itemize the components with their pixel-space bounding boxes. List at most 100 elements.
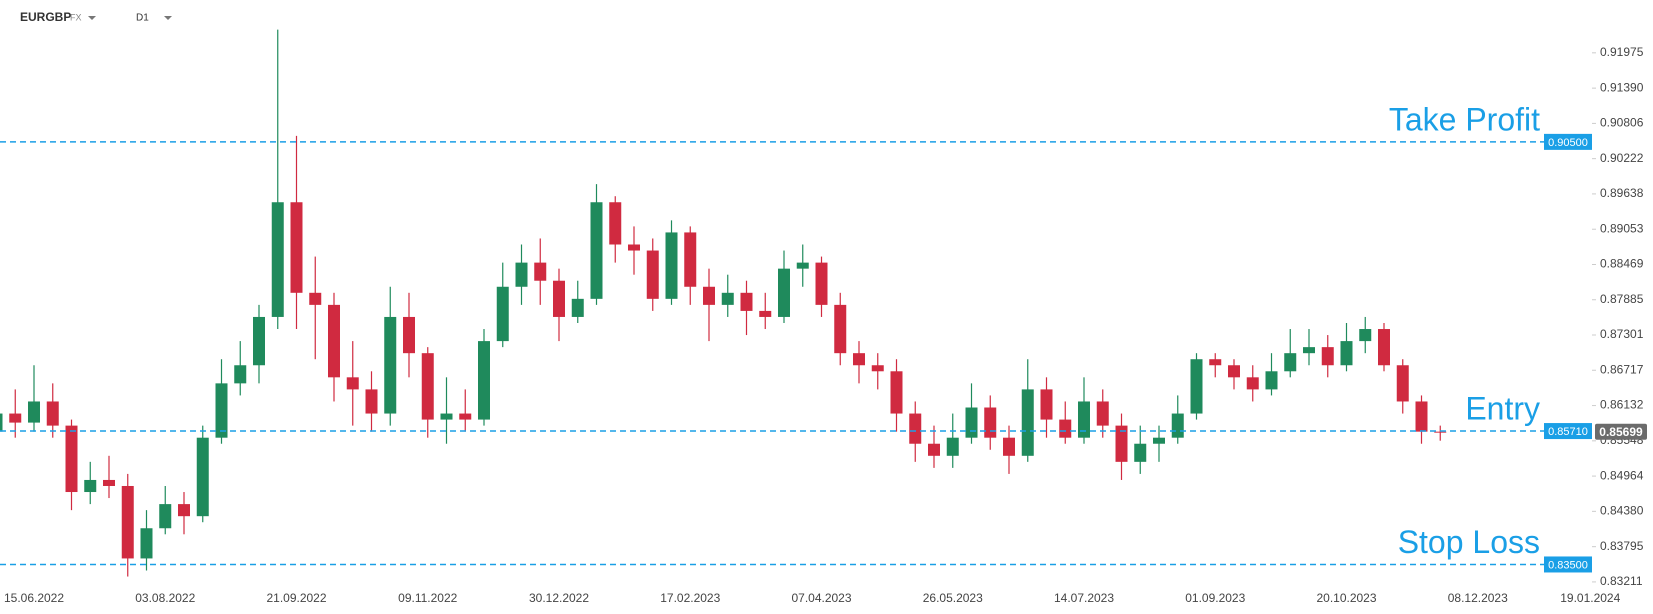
level-name: Stop Loss (1398, 524, 1540, 560)
symbol-dropdown[interactable] (88, 16, 96, 20)
candle-body (815, 262, 828, 305)
last-price-box (1595, 423, 1647, 440)
candle-body (1378, 329, 1390, 366)
candle-body (234, 365, 247, 384)
level-name: Take Profit (1389, 101, 1540, 137)
y-tick-label: 0.89638 (1600, 186, 1644, 200)
candle-body (496, 286, 509, 342)
candle-body (1359, 329, 1372, 342)
candle-body (440, 413, 453, 420)
y-tick-label: 0.83795 (1600, 539, 1644, 553)
x-tick-label: 17.02.2023 (660, 591, 720, 605)
candle-body (1021, 389, 1034, 456)
candle-body (1284, 353, 1297, 372)
x-tick-label: 26.05.2023 (923, 591, 983, 605)
candle-body (1396, 365, 1409, 402)
candle-body (421, 353, 434, 420)
level-label: 0.90500 (1548, 137, 1588, 149)
candle-body (1340, 341, 1353, 366)
candle-body (1115, 425, 1128, 462)
last-price-label: 0.85699 (1599, 425, 1643, 439)
candle-body (590, 202, 603, 299)
level-label-box (1544, 556, 1592, 573)
candle-body (984, 407, 997, 438)
candle-body (684, 232, 697, 287)
candle-body (665, 232, 678, 299)
candle-body (365, 389, 378, 414)
candle-body (853, 353, 865, 366)
candle-body (1153, 437, 1165, 444)
x-tick-label: 03.08.2022 (135, 591, 195, 605)
candle-body (871, 365, 884, 372)
candle-body (1321, 347, 1334, 366)
candle-body (1415, 401, 1428, 432)
candle-body (478, 341, 490, 420)
candle-body (778, 268, 790, 317)
x-tick-label: 19.01.2024 (1560, 591, 1620, 605)
candle-body (196, 437, 209, 517)
candle-body (459, 413, 472, 420)
candle-body (534, 262, 547, 281)
timeframe[interactable]: D1 (136, 13, 149, 24)
candle-body (1190, 359, 1203, 414)
candle-body (403, 316, 415, 354)
candle-body (178, 504, 190, 517)
x-tick-label: 01.09.2023 (1185, 591, 1245, 605)
candle-body (515, 262, 528, 287)
x-tick-label: 20.10.2023 (1316, 591, 1376, 605)
candle-body (609, 202, 622, 245)
candle-body (646, 250, 659, 299)
x-tick-label: 30.12.2022 (529, 591, 589, 605)
candle-body (1134, 443, 1147, 462)
x-tick-label: 14.07.2023 (1054, 591, 1114, 605)
x-tick-label: 07.04.2023 (791, 591, 851, 605)
market: FX (70, 12, 82, 22)
candle-body (215, 383, 228, 438)
x-tick-label: 08.12.2023 (1448, 591, 1508, 605)
candle-body (571, 298, 584, 317)
candle-body (890, 371, 903, 414)
candle-body (553, 280, 565, 317)
candle-body (0, 413, 3, 432)
candle-body (140, 528, 153, 559)
candle-body (1040, 389, 1053, 420)
candle-body (346, 377, 359, 390)
y-tick-label: 0.87301 (1600, 327, 1644, 341)
y-tick-label: 0.90806 (1600, 116, 1644, 130)
candle-body (946, 437, 959, 456)
y-tick-label: 0.89053 (1600, 221, 1644, 235)
symbol[interactable]: EURGBP (20, 10, 71, 24)
candle-body (628, 244, 640, 251)
y-tick-label: 0.84380 (1600, 504, 1644, 518)
level-label: 0.85710 (1548, 426, 1588, 438)
y-tick-label: 0.86132 (1600, 398, 1644, 412)
candle-body (1171, 413, 1184, 438)
y-tick-label: 0.86717 (1600, 362, 1644, 376)
candle-body (103, 479, 115, 486)
y-tick-label: 0.91390 (1600, 80, 1644, 94)
candle-body (1265, 371, 1278, 390)
y-tick-label: 0.90222 (1600, 151, 1644, 165)
candle-body (1078, 401, 1090, 438)
candle-body (1096, 401, 1109, 426)
candle-body (721, 292, 734, 305)
candle-body (1059, 419, 1072, 438)
candle-body (309, 292, 322, 305)
candle-body (271, 202, 284, 317)
candle-body (46, 401, 59, 426)
level-label: 0.83500 (1548, 559, 1588, 571)
y-tick-label: 0.88469 (1600, 257, 1644, 271)
candle-body (253, 316, 265, 366)
candle-body (84, 479, 97, 493)
timeframe-dropdown[interactable] (164, 16, 172, 20)
candle-body (703, 286, 715, 305)
candle-body (28, 401, 40, 423)
level-name: Entry (1465, 391, 1540, 427)
x-tick-label: 09.11.2022 (398, 591, 457, 605)
y-tick-label: 0.87885 (1600, 292, 1644, 306)
y-tick-label: 0.91975 (1600, 45, 1644, 59)
candle-body (740, 292, 753, 311)
candle-body (1434, 431, 1447, 433)
candle-body (759, 310, 772, 317)
